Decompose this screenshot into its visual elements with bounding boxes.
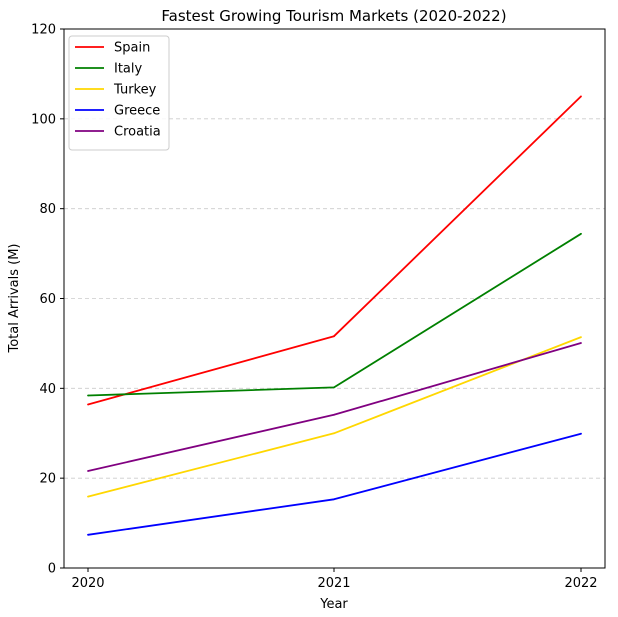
- data-point-croatia: [580, 342, 582, 344]
- y-tick-label: 20: [39, 472, 56, 487]
- axis-ticks: 0 20 40 60 80 100 120 2020 2021 2022: [31, 23, 597, 592]
- y-tick-label: 40: [39, 382, 56, 397]
- legend-label-turkey: Turkey: [113, 83, 157, 98]
- y-tick-label: 60: [39, 292, 56, 307]
- legend-label-spain: Spain: [114, 41, 150, 56]
- legend: Spain Italy Turkey Greece Croatia: [68, 35, 170, 151]
- grid-lines: [64, 118, 605, 479]
- data-point-greece: [87, 533, 89, 536]
- legend-label-greece: Greece: [114, 104, 160, 119]
- data-point-turkey: [87, 495, 89, 498]
- series-lines: [87, 95, 582, 536]
- legend-label-croatia: Croatia: [114, 125, 161, 140]
- data-point-croatia: [87, 470, 89, 472]
- y-tick-label: 0: [48, 562, 56, 577]
- x-axis-label: Year: [319, 597, 348, 612]
- x-tick-label: 2020: [71, 576, 104, 591]
- chart-title: Fastest Growing Tourism Markets (2020-20…: [161, 7, 506, 25]
- x-tick-label: 2021: [317, 576, 350, 591]
- legend-label-italy: Italy: [114, 62, 143, 77]
- data-point-greece: [580, 432, 582, 435]
- y-axis-label: Total Arrivals (M): [7, 244, 22, 354]
- data-point-italy: [87, 394, 89, 397]
- y-tick-label: 100: [31, 112, 56, 127]
- data-point-greece: [333, 498, 335, 501]
- data-point-turkey: [580, 336, 582, 338]
- data-point-spain: [87, 403, 89, 406]
- data-point-croatia: [333, 413, 335, 416]
- data-point-turkey: [333, 432, 335, 435]
- data-point-italy: [580, 232, 582, 235]
- legend-box: [68, 35, 170, 151]
- y-tick-label: 120: [31, 23, 56, 38]
- data-point-italy: [333, 386, 335, 389]
- data-point-spain: [580, 95, 582, 98]
- data-point-spain: [333, 335, 335, 338]
- x-tick-label: 2022: [564, 576, 597, 591]
- y-tick-label: 80: [39, 202, 56, 217]
